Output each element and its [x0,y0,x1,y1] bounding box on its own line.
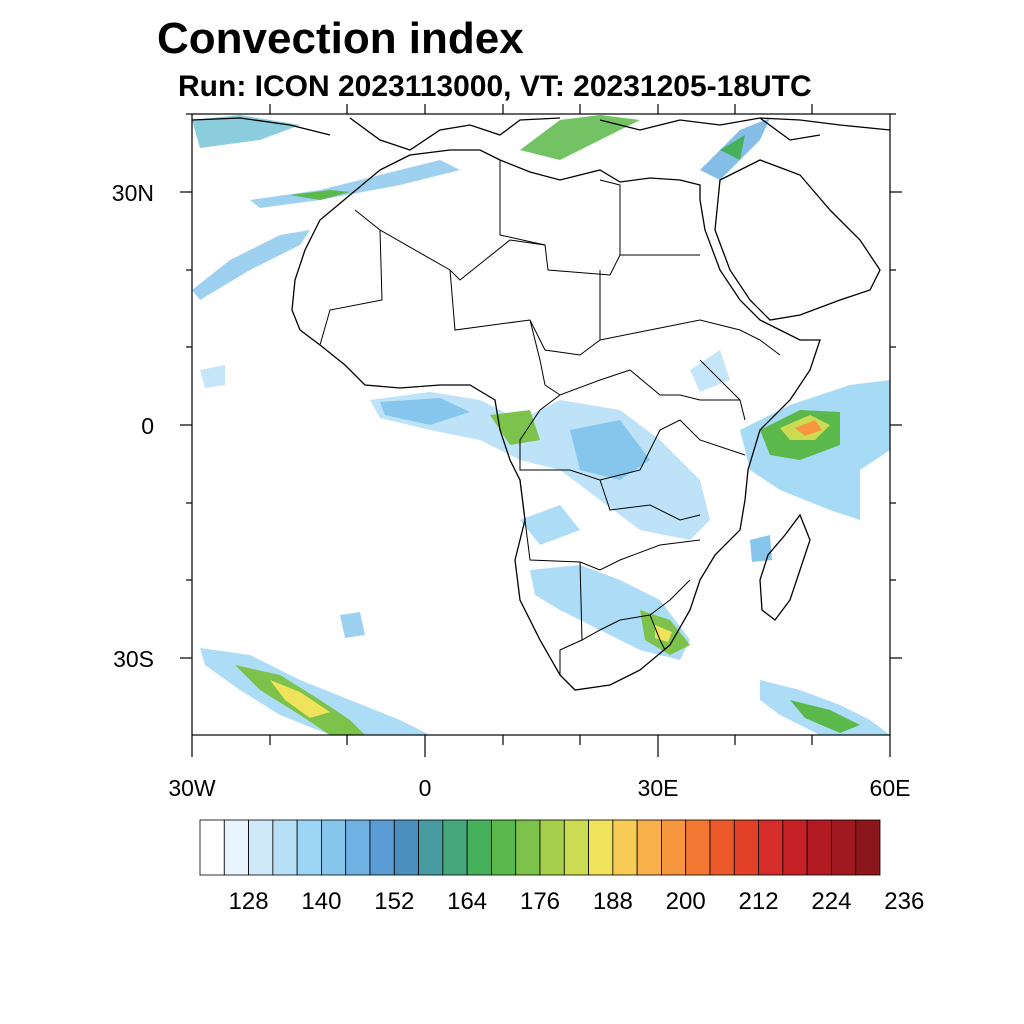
colorbar-swatch [588,819,614,876]
colorbar-swatch [345,819,371,876]
convection-area [520,115,640,160]
colorbar-swatch [709,819,735,876]
lat-label-30n: 30N [111,180,154,206]
colorbar-swatch [806,819,832,876]
convection-area [690,350,730,392]
colorbar-swatch [393,819,419,876]
convection-area [340,612,365,638]
colorbar-label: 176 [519,888,561,915]
convection-area [290,190,350,200]
colorbar-swatch [442,819,468,876]
colorbar-swatch [612,819,638,876]
convection-area [200,648,430,735]
country-borders [319,160,781,675]
colorbar-swatch [636,819,662,876]
convection-area [200,365,225,388]
lat-label-0: 0 [141,413,154,439]
colorbar-label: 140 [301,888,342,915]
convection-area [795,420,822,436]
colorbar-swatch [418,819,444,876]
convection-area [520,505,580,545]
colorbar-swatch [685,819,711,876]
coastlines [191,117,891,691]
convection-area [192,230,310,300]
colorbar-label: 200 [665,888,706,915]
colorbar-swatch [758,819,784,876]
colorbar-swatch [491,819,517,876]
chart-title: Convection index [157,14,524,63]
colorbar-swatch [248,819,274,876]
colorbar-swatch [539,819,565,876]
colorbar-swatch [321,819,347,876]
convection-area [720,135,745,160]
colorbar-swatch [199,819,225,876]
convection-area [270,680,330,718]
colorbar-label: 152 [374,888,415,915]
lat-label-30s: 30S [113,646,154,672]
colorbar-swatch [466,819,492,876]
colorbar-swatch [661,819,687,876]
lon-label-0: 0 [418,775,432,801]
colorbar-swatch [272,819,298,876]
colorbar-swatch [369,819,395,876]
lon-label-60e: 60E [869,775,911,801]
chart-subtitle: Run: ICON 2023113000, VT: 20231205-18UTC [178,70,812,103]
convection-area [790,700,860,733]
convection-area [750,535,772,562]
colorbar-label: 236 [884,888,925,915]
colorbar-label: 164 [447,888,488,915]
colorbar-label: 188 [592,888,633,915]
colorbar-swatch [515,819,541,876]
convection-area [250,160,460,208]
lon-label-30e: 30E [637,775,679,801]
colorbar-swatch [296,819,322,876]
lon-label-30w: 30W [168,775,216,801]
convection-field [192,115,890,735]
convection-area [570,420,650,480]
colorbar [199,819,881,876]
colorbar-label: 128 [228,888,269,915]
colorbar-swatch [563,819,589,876]
colorbar-swatch [782,819,808,876]
convection-area [490,410,540,445]
colorbar-swatch [855,819,881,876]
colorbar-swatch [733,819,759,876]
convection-area [760,680,890,735]
colorbar-swatch [831,819,857,876]
colorbar-label: 212 [738,888,779,915]
colorbar-swatch [223,819,249,876]
convection-area [380,398,470,425]
colorbar-label: 224 [811,888,852,915]
axis-ticks [180,104,902,757]
